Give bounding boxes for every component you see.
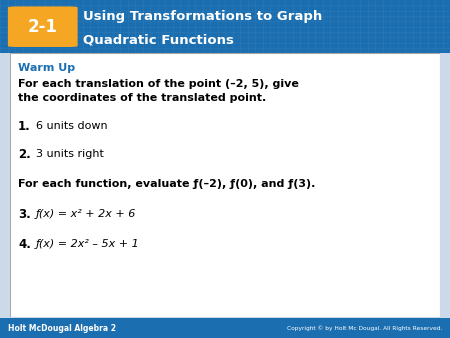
Text: For each function, evaluate ƒ(–2), ƒ(0), and ƒ(3).: For each function, evaluate ƒ(–2), ƒ(0),… <box>18 179 315 189</box>
Text: Quadratic Functions: Quadratic Functions <box>83 33 234 47</box>
Text: 3 units right: 3 units right <box>36 149 104 159</box>
Text: 2-1: 2-1 <box>28 18 58 36</box>
Text: 4.: 4. <box>18 238 31 250</box>
Text: the coordinates of the translated point.: the coordinates of the translated point. <box>18 93 266 103</box>
Text: 1.: 1. <box>18 120 31 132</box>
Text: Warm Up: Warm Up <box>18 63 75 73</box>
FancyBboxPatch shape <box>8 6 77 47</box>
Text: Copyright © by Holt Mc Dougal. All Rights Reserved.: Copyright © by Holt Mc Dougal. All Right… <box>287 325 442 331</box>
Text: Holt McDougal Algebra 2: Holt McDougal Algebra 2 <box>8 324 116 333</box>
Text: ƒ(x) = 2x² – 5x + 1: ƒ(x) = 2x² – 5x + 1 <box>36 239 140 249</box>
Text: Using Transformations to Graph: Using Transformations to Graph <box>83 9 323 23</box>
Text: ƒ(x) = x² + 2x + 6: ƒ(x) = x² + 2x + 6 <box>36 209 136 219</box>
Text: For each translation of the point (–2, 5), give: For each translation of the point (–2, 5… <box>18 79 299 89</box>
Text: 3.: 3. <box>18 208 31 220</box>
Text: 6 units down: 6 units down <box>36 121 108 131</box>
Text: 2.: 2. <box>18 147 31 161</box>
